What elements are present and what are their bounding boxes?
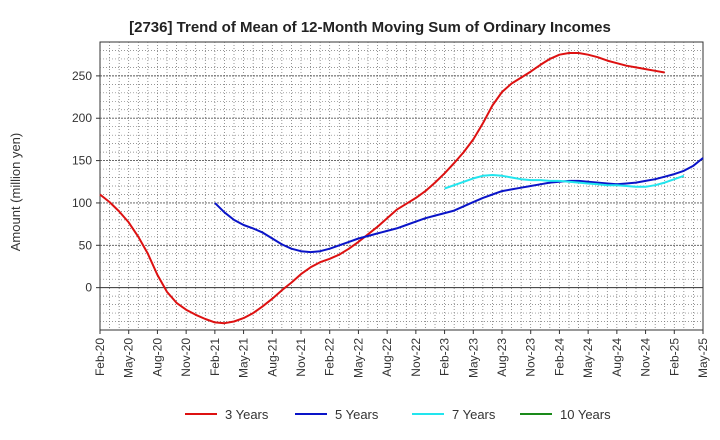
x-tick-label: Feb-21	[208, 338, 222, 376]
legend-label: 7 Years	[452, 407, 496, 422]
y-tick-label: 100	[72, 196, 92, 210]
axes: 0 50 100 150 200 250 Feb-20 May-20 Aug-20 Nov-20 F…	[72, 69, 710, 378]
legend-label: 3 Years	[225, 407, 269, 422]
x-tick-label: Aug-20	[150, 338, 164, 377]
x-tick-label: Feb-22	[323, 338, 337, 376]
x-tick-label: Aug-21	[265, 338, 279, 377]
y-tick-label: 50	[79, 238, 93, 252]
x-tick-label: Feb-23	[438, 338, 452, 376]
x-tick-label: Nov-22	[409, 338, 423, 377]
x-tick-label: Aug-23	[495, 338, 509, 377]
plot-area	[99, 41, 704, 331]
x-tick-label: Feb-20	[93, 338, 107, 376]
series-line-7-years	[444, 174, 685, 190]
legend-label: 5 Years	[335, 407, 379, 422]
y-axis-label: Amount (million yen)	[8, 133, 23, 252]
x-tick-label: Feb-24	[552, 338, 566, 376]
x-tick-label: Feb-25	[667, 338, 681, 376]
x-tick-label: Aug-24	[610, 338, 624, 377]
x-tick-label: Aug-22	[380, 338, 394, 377]
x-tick-label: Nov-20	[179, 338, 193, 377]
x-tick-label: Nov-21	[294, 338, 308, 377]
legend-label: 10 Years	[560, 407, 611, 422]
x-tick-label: May-20	[122, 338, 136, 378]
series-lines	[99, 52, 704, 325]
x-tick-label: May-25	[696, 338, 710, 378]
y-tick-label: 0	[85, 281, 92, 295]
x-tick-label: May-24	[581, 338, 595, 378]
x-tick-label: Nov-23	[524, 338, 538, 377]
x-tick-label: May-21	[237, 338, 251, 378]
x-tick-label: Nov-24	[639, 338, 653, 377]
grid	[99, 41, 704, 331]
y-tick-label: 200	[72, 111, 92, 125]
series-line-5-years	[214, 157, 704, 254]
y-tick-label: 150	[72, 154, 92, 168]
chart-title: [2736] Trend of Mean of 12-Month Moving …	[129, 19, 611, 36]
series-line-3-years	[99, 52, 665, 325]
x-tick-label: May-23	[466, 338, 480, 378]
legend: 3 Years 5 Years 7 Years 10 Years	[185, 407, 611, 422]
y-tick-label: 250	[72, 69, 92, 83]
x-tick-label: May-22	[351, 338, 365, 378]
